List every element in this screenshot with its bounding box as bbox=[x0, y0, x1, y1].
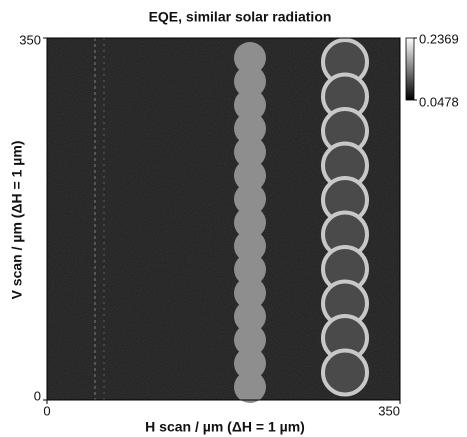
bright-spot bbox=[234, 183, 266, 215]
chart-title: EQE, similar solar radiation bbox=[149, 9, 332, 25]
ring-spot bbox=[321, 348, 369, 397]
x-axis-label: H scan / µm (ΔH = 1 µm) bbox=[145, 419, 305, 435]
bright-spot bbox=[234, 89, 266, 121]
bright-spot bbox=[234, 42, 266, 74]
heatmap-image bbox=[47, 38, 400, 403]
bright-spot bbox=[234, 300, 266, 333]
y-axis-label: V scan / µm (ΔH = 1 µm) bbox=[9, 141, 25, 300]
plot-frame bbox=[46, 37, 401, 401]
x-tick-label: 0 bbox=[43, 403, 50, 418]
colorbar bbox=[405, 37, 415, 101]
y-tick-label: 350 bbox=[19, 32, 41, 47]
bright-spot bbox=[234, 65, 266, 98]
colorbar-tick-label: 0.0478 bbox=[419, 94, 459, 109]
colorbar-tick-label: 0.2369 bbox=[419, 31, 459, 46]
bright-spot bbox=[234, 206, 266, 239]
bright-spot bbox=[234, 136, 266, 168]
bright-spot bbox=[234, 347, 266, 380]
bright-spot bbox=[234, 253, 266, 286]
bright-spot bbox=[234, 277, 266, 309]
bright-spot bbox=[234, 230, 266, 262]
bright-spot bbox=[234, 324, 266, 356]
x-tick-label: 350 bbox=[378, 403, 400, 418]
y-tick-label: 0 bbox=[34, 388, 41, 403]
bright-spot bbox=[234, 159, 266, 192]
bright-spot bbox=[234, 371, 266, 403]
bright-spot bbox=[234, 112, 266, 145]
